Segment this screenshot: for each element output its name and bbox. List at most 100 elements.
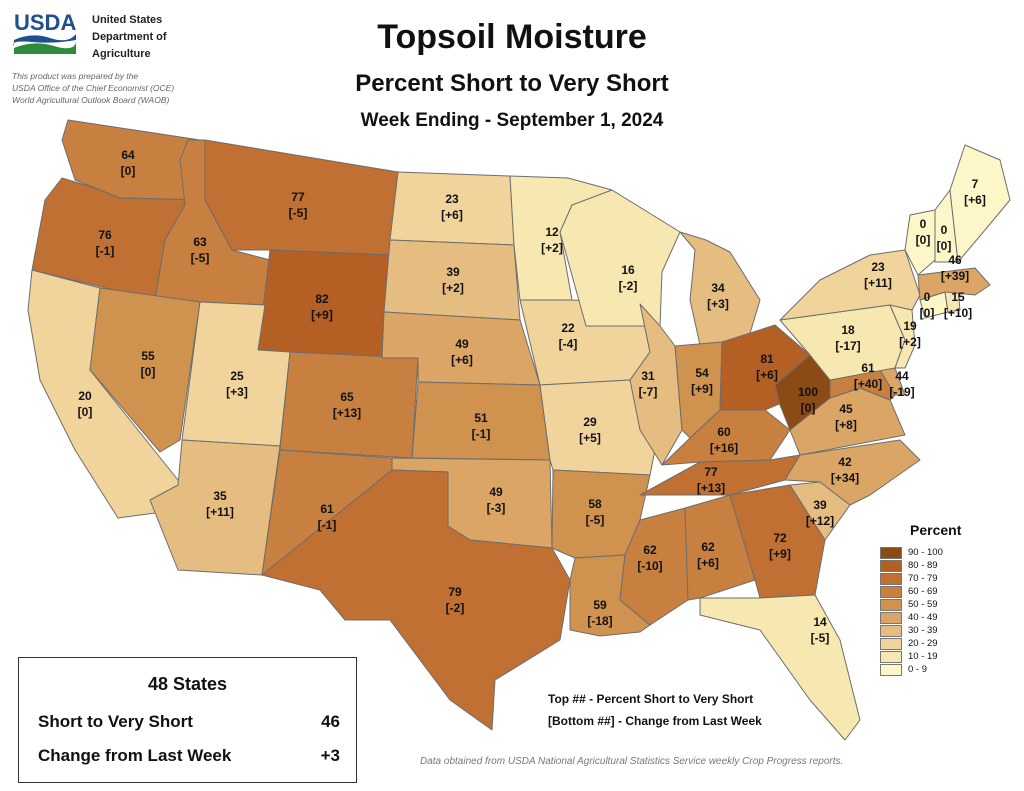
legend-title: Percent (910, 522, 962, 538)
state-value: 61 (320, 502, 334, 516)
state-value: 12 (545, 225, 559, 239)
state-value: 0 (923, 290, 931, 304)
state-change: [+6] (964, 193, 986, 207)
state-change: [+6] (441, 208, 463, 222)
state-label-ri: 15 [+10] (944, 289, 972, 321)
state-label-nh: 0 [0] (937, 222, 952, 254)
state-change: [+11] (206, 505, 234, 519)
state-ny (779, 249, 921, 321)
state-value: 59 (593, 598, 607, 612)
summary-box: 48 States Short to Very Short 46 Change … (18, 657, 357, 783)
state-value: 82 (315, 292, 329, 306)
legend-item: 10 - 19 (880, 650, 961, 663)
state-value: 51 (474, 411, 488, 425)
state-value: 62 (643, 543, 657, 557)
state-value: 39 (446, 265, 460, 279)
legend-item: 30 - 39 (880, 624, 961, 637)
state-label-wy: 82 [+9] (311, 291, 333, 323)
state-change: [+12] (805, 514, 835, 528)
state-label-ky: 60 [+16] (710, 424, 738, 456)
state-label-al: 62 [+6] (697, 539, 719, 571)
state-change: [+9] (311, 308, 333, 322)
legend-label: 50 - 59 (908, 599, 938, 610)
state-change: [+40] (853, 377, 883, 391)
prepared-by-note: World Agricultural Outlook Board (WAOB) (12, 95, 170, 105)
state-value: 44 (895, 369, 909, 383)
legend-label: 10 - 19 (908, 651, 938, 662)
legend-item: 90 - 100 (880, 546, 961, 559)
state-change: [+2] (899, 335, 921, 349)
state-value: 46 (948, 253, 962, 267)
state-value: 0 (940, 223, 948, 237)
state-label-or: 76 [-1] (96, 227, 115, 259)
state-value: 45 (839, 402, 853, 416)
state-label-nc: 42 [+34] (831, 454, 859, 486)
state-value: 7 (971, 177, 979, 191)
state-value: 19 (903, 319, 917, 333)
state-value: 76 (98, 228, 112, 242)
state-me (949, 144, 1011, 263)
state-change: [-10] (637, 559, 663, 573)
state-change: [-4] (558, 337, 578, 351)
summary-label: Change from Last Week (38, 746, 232, 765)
key-line-top: Top ## - Percent Short to Very Short (548, 692, 754, 706)
legend-label: 20 - 29 (908, 638, 938, 649)
state-change: [0] (915, 233, 931, 247)
state-label-ma: 46 [+39] (941, 252, 969, 284)
state-label-md: 61 [+40] (854, 360, 882, 392)
state-value: 15 (951, 290, 965, 304)
week-ending: Week Ending - September 1, 2024 (360, 110, 664, 131)
state-value: 72 (773, 531, 787, 545)
state-label-mi: 34 [+3] (707, 280, 729, 312)
legend-label: 30 - 39 (908, 625, 938, 636)
state-label-il: 31 [-7] (639, 368, 658, 400)
state-change: [+3] (707, 297, 729, 311)
state-value: 100 (797, 385, 819, 399)
state-change: [+5] (579, 431, 601, 445)
state-change: [+13] (696, 481, 726, 495)
state-value: 77 (704, 465, 718, 479)
state-change: [-5] (190, 251, 210, 265)
state-label-ga: 72 [+9] (769, 530, 791, 562)
source-note: Data obtained from USDA National Agricul… (420, 756, 844, 767)
state-change: [0] (77, 405, 93, 419)
legend-swatch (880, 663, 902, 676)
state-value: 23 (871, 260, 885, 274)
state-wi (559, 189, 681, 327)
state-nc (784, 439, 921, 506)
state-change: [+2] (541, 241, 563, 255)
map-title: Topsoil Moisture (377, 18, 647, 56)
state-change: [+6] (697, 556, 719, 570)
prepared-by-note: USDA Office of the Chief Economist (OCE) (12, 83, 175, 93)
usda-logo-text: USDA (14, 10, 76, 35)
state-value: 35 (213, 489, 227, 503)
state-label-oh: 81 [+6] (756, 351, 778, 383)
label-key: Top ## - Percent Short to Very Short [Bo… (548, 688, 762, 732)
state-label-la: 59 [-18] (587, 597, 612, 629)
state-label-mn: 12 [+2] (541, 224, 563, 256)
state-change: [-5] (810, 631, 830, 645)
legend-item: 20 - 29 (880, 637, 961, 650)
state-value: 20 (78, 389, 92, 403)
legend-label: 80 - 89 (908, 560, 938, 571)
state-change: [+11] (864, 276, 892, 290)
legend-item: 0 - 9 (880, 663, 961, 676)
state-tx (261, 469, 571, 731)
legend-swatch (880, 572, 902, 585)
legend-item: 60 - 69 (880, 585, 961, 598)
summary-value: 46 (321, 712, 340, 731)
state-change: [0] (120, 164, 136, 178)
state-label-ny: 23 [+11] (864, 259, 892, 291)
state-change: [+9] (769, 547, 791, 561)
state-label-nm: 61 [-1] (318, 501, 337, 533)
state-change: [+39] (940, 269, 970, 283)
state-label-va: 45 [+8] (835, 401, 857, 433)
state-value: 14 (813, 615, 827, 629)
state-label-sc: 39 [+12] (806, 497, 834, 529)
state-label-nd: 23 [+6] (441, 191, 463, 223)
state-value: 25 (230, 369, 244, 383)
state-change: [-19] (889, 385, 915, 399)
state-value: 64 (121, 148, 135, 162)
summary-row-change: Change from Last Week +3 (38, 746, 340, 766)
